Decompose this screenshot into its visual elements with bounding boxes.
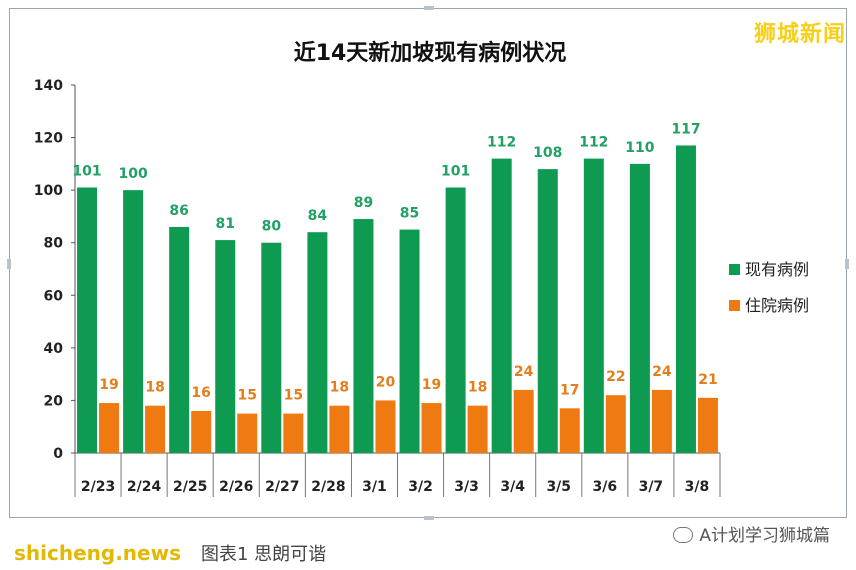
x-tick-label: 3/4: [500, 479, 525, 495]
data-label: 15: [284, 388, 303, 404]
x-tick-label: 3/2: [408, 479, 433, 495]
chart-title: 近14天新加坡现有病例状况: [294, 40, 567, 66]
data-label: 24: [514, 364, 534, 380]
resize-handle-top[interactable]: [424, 6, 434, 10]
resize-handle-left[interactable]: [7, 259, 11, 269]
watermark-site: shicheng.news: [14, 541, 181, 565]
data-label: 21: [698, 372, 717, 388]
bar-hospitalized: [283, 413, 304, 453]
wechat-icon: [673, 527, 694, 543]
legend-swatch: [729, 300, 740, 311]
x-tick-label: 2/23: [81, 479, 115, 495]
data-label: 80: [262, 219, 282, 235]
bar-current-cases: [491, 158, 512, 453]
data-label: 18: [330, 380, 349, 396]
data-label: 85: [400, 206, 419, 222]
bar-current-cases: [215, 240, 236, 453]
watermark-account: A计划学习狮城篇: [699, 526, 830, 546]
bar-hospitalized: [651, 389, 672, 453]
data-label: 17: [560, 382, 579, 398]
data-label: 117: [671, 121, 700, 137]
y-tick-label: 100: [34, 183, 63, 199]
resize-handle-right[interactable]: [845, 259, 849, 269]
x-tick-label: 3/7: [639, 479, 664, 495]
x-tick-label: 3/3: [454, 479, 479, 495]
bar-hospitalized: [99, 403, 120, 453]
x-tick-label: 3/5: [546, 479, 571, 495]
bar-hospitalized: [513, 389, 534, 453]
y-tick-label: 80: [44, 236, 64, 252]
x-tick-label: 2/28: [311, 479, 345, 495]
data-label: 15: [238, 388, 257, 404]
data-label: 100: [118, 166, 147, 182]
bar-hospitalized: [697, 397, 718, 453]
data-label: 81: [216, 216, 235, 232]
bar-current-cases: [675, 145, 696, 453]
data-label: 20: [376, 374, 396, 390]
data-label: 112: [579, 135, 608, 151]
legend-label: 现有病例: [745, 260, 809, 279]
bar-hospitalized: [237, 413, 258, 453]
resize-handle-bottom[interactable]: [424, 516, 434, 520]
x-tick-label: 2/26: [219, 479, 253, 495]
bar-hospitalized: [145, 405, 166, 453]
y-tick-label: 20: [44, 393, 64, 409]
brand-logo: 狮城新闻: [753, 22, 846, 47]
x-tick-label: 3/8: [685, 479, 710, 495]
bar-current-cases: [169, 226, 190, 453]
y-tick-label: 140: [34, 78, 63, 94]
bar-hospitalized: [559, 408, 580, 453]
axes: 0 20 40 60 80 100 120 140: [34, 78, 721, 497]
y-tick-label: 40: [44, 341, 64, 357]
x-tick-label: 2/24: [127, 479, 162, 495]
data-label: 110: [625, 140, 654, 156]
bar-current-cases: [537, 169, 558, 453]
y-tick-label: 0: [53, 446, 63, 462]
legend-swatch: [729, 264, 740, 275]
data-label: 19: [99, 377, 118, 393]
watermark-caption: 图表1 思朗可谐: [201, 544, 327, 565]
data-label: 22: [606, 369, 625, 385]
data-label: 18: [145, 380, 164, 396]
bar-hospitalized: [375, 400, 396, 453]
data-label: 24: [652, 364, 672, 380]
data-label: 112: [487, 135, 516, 151]
data-label: 16: [191, 385, 210, 401]
bar-current-cases: [629, 163, 650, 453]
bars: 2/23 101 19 2/24 100 18 2/25 86 16 2/26 81 15 2/27 80…: [72, 121, 718, 495]
data-label: 108: [533, 145, 562, 161]
x-tick-label: 2/27: [265, 479, 299, 495]
watermark-left: shicheng.news 图表1 思朗可谐: [14, 540, 326, 566]
x-tick-label: 3/1: [362, 479, 387, 495]
x-tick-label: 2/25: [173, 479, 207, 495]
x-tick-label: 3/6: [593, 479, 618, 495]
bar-hospitalized: [191, 410, 212, 453]
bar-current-cases: [261, 242, 282, 453]
y-tick-label: 60: [44, 288, 64, 304]
bar-hospitalized: [605, 395, 626, 453]
data-label: 101: [72, 164, 101, 180]
bar-current-cases: [123, 190, 144, 453]
bar-current-cases: [399, 229, 420, 453]
watermark-right: A计划学习狮城篇: [673, 521, 830, 546]
data-label: 89: [354, 195, 373, 211]
bar-current-cases: [77, 187, 98, 453]
data-label: 84: [308, 208, 328, 224]
data-label: 101: [441, 164, 470, 180]
y-tick-label: 120: [34, 131, 63, 147]
bar-current-cases: [353, 219, 374, 453]
bar-hospitalized: [421, 403, 442, 453]
bar-current-cases: [307, 232, 328, 453]
bar-hospitalized: [467, 405, 488, 453]
data-label: 19: [422, 377, 441, 393]
data-label: 86: [169, 203, 188, 219]
legend-label: 住院病例: [745, 296, 809, 315]
bar-current-cases: [445, 187, 466, 453]
data-label: 18: [468, 380, 487, 396]
bar-current-cases: [583, 158, 604, 453]
bar-hospitalized: [329, 405, 350, 453]
